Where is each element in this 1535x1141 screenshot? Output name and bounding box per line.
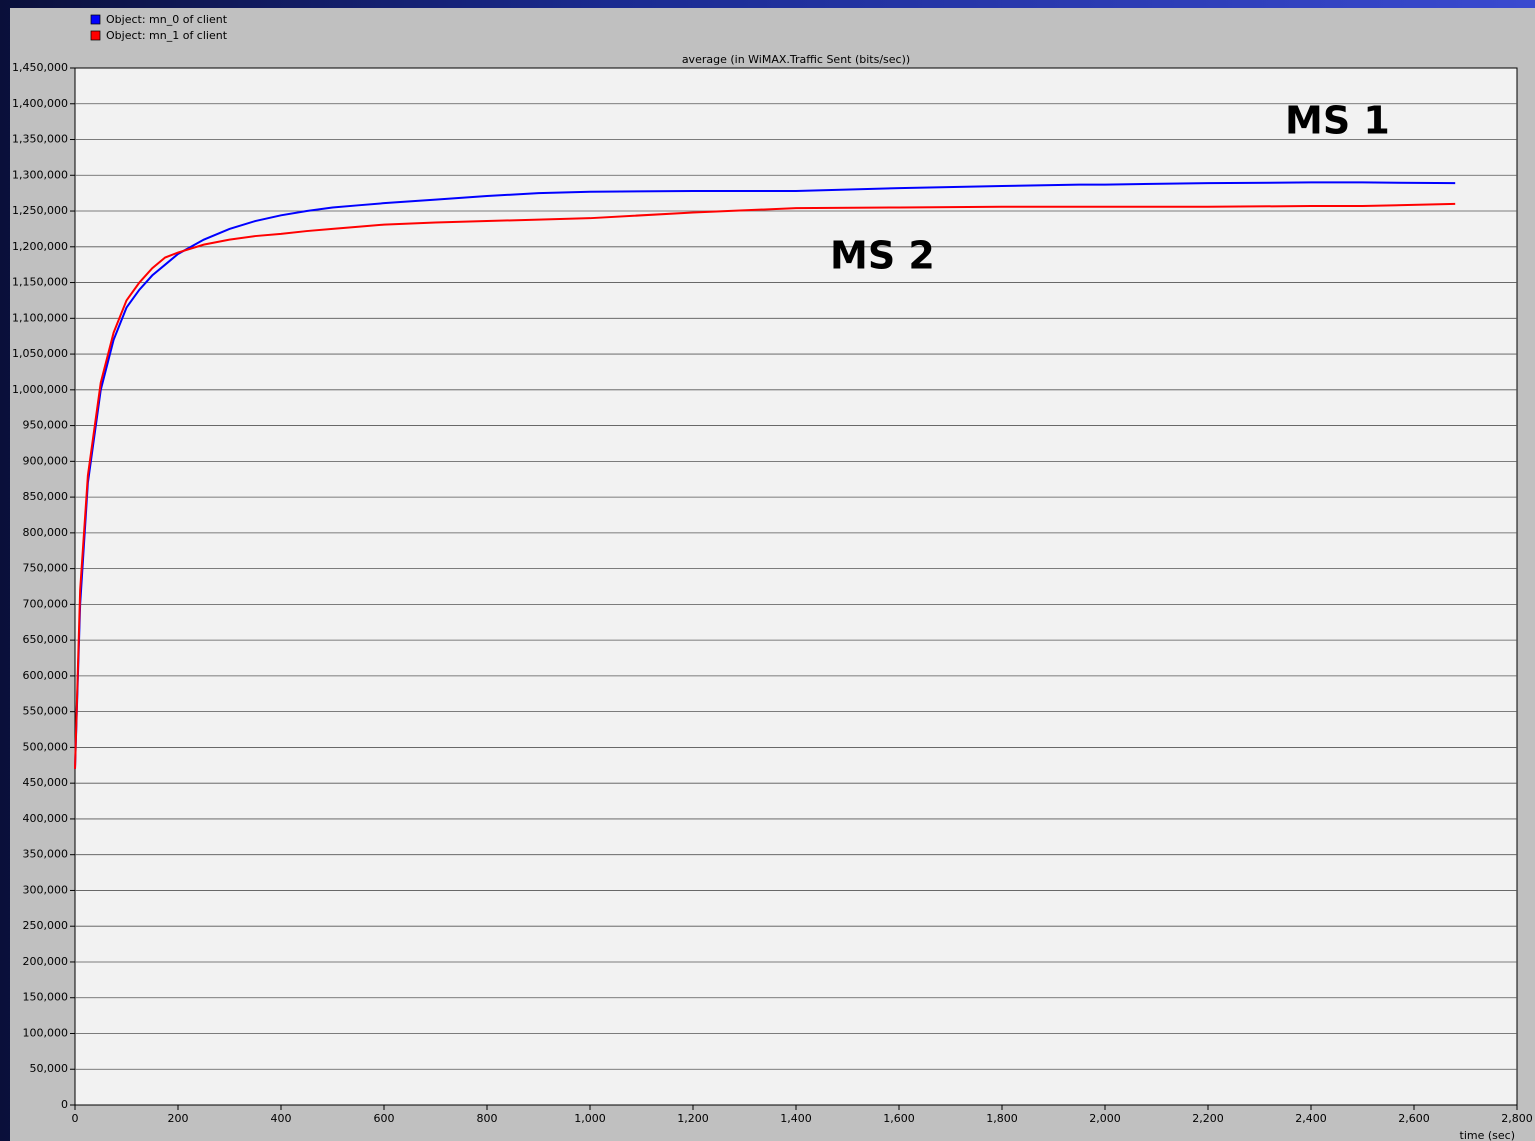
y-tick-label: 550,000 — [23, 705, 69, 718]
y-tick-label: 250,000 — [23, 919, 69, 932]
x-tick-label: 800 — [477, 1112, 498, 1125]
y-tick-label: 400,000 — [23, 812, 69, 825]
y-tick-label: 500,000 — [23, 740, 69, 753]
line — [74, 181, 1456, 769]
y-tick-label: 600,000 — [23, 669, 69, 682]
y-tick-label: 350,000 — [23, 848, 69, 861]
chart-title: average (in WiMAX.Traffic Sent (bits/sec… — [682, 53, 910, 66]
y-tick-label: 300,000 — [23, 883, 69, 896]
y-tick-label: 1,050,000 — [12, 347, 68, 360]
y-tick-label: 1,200,000 — [12, 240, 68, 253]
y-tick-label: 1,450,000 — [12, 61, 68, 74]
x-tick-label: 2,400 — [1295, 1112, 1327, 1125]
y-tick-label: 200,000 — [23, 955, 69, 968]
y-tick-label: 100,000 — [23, 1026, 69, 1039]
legend-swatch — [90, 14, 101, 25]
legend-label: Object: mn_0 of client — [106, 13, 228, 26]
x-tick-label: 1,000 — [574, 1112, 606, 1125]
y-tick-label: 1,100,000 — [12, 311, 68, 324]
annotation: MS 1 — [1285, 99, 1390, 143]
annotation: MS 2 — [830, 234, 935, 278]
y-tick-label: 1,300,000 — [12, 168, 68, 181]
line — [74, 202, 1456, 769]
x-tick-label: 2,600 — [1398, 1112, 1430, 1125]
y-tick-label: 950,000 — [23, 419, 69, 432]
x-axis-label: time (sec) — [1460, 1129, 1515, 1141]
y-tick-label: 1,150,000 — [12, 276, 68, 289]
y-tick-label: 0 — [61, 1098, 68, 1111]
y-tick-label: 450,000 — [23, 776, 69, 789]
y-tick-label: 900,000 — [23, 454, 69, 467]
x-tick-label: 2,800 — [1501, 1112, 1533, 1125]
y-tick-label: 50,000 — [30, 1062, 69, 1075]
y-tick-label: 1,350,000 — [12, 133, 68, 146]
y-tick-label: 150,000 — [23, 991, 69, 1004]
x-tick-label: 1,200 — [677, 1112, 709, 1125]
y-tick-label: 700,000 — [23, 597, 69, 610]
x-tick-label: 600 — [374, 1112, 395, 1125]
y-tick-label: 1,400,000 — [12, 97, 68, 110]
y-tick-label: 750,000 — [23, 562, 69, 575]
legend-swatch — [90, 30, 101, 41]
y-tick-label: 800,000 — [23, 526, 69, 539]
x-tick-label: 1,800 — [986, 1112, 1018, 1125]
x-tick-label: 1,600 — [883, 1112, 915, 1125]
x-tick-label: 200 — [168, 1112, 189, 1125]
y-tick-label: 850,000 — [23, 490, 69, 503]
plot-area — [74, 67, 1518, 1106]
y-tick-label: 1,250,000 — [12, 204, 68, 217]
legend-label: Object: mn_1 of client — [106, 29, 228, 42]
x-tick-label: 400 — [271, 1112, 292, 1125]
x-tick-label: 2,200 — [1192, 1112, 1224, 1125]
x-tick-label: 2,000 — [1089, 1112, 1121, 1125]
y-tick-label: 1,000,000 — [12, 383, 68, 396]
x-tick-label: 0 — [72, 1112, 79, 1125]
x-tick-label: 1,400 — [780, 1112, 812, 1125]
y-tick-label: 650,000 — [23, 633, 69, 646]
